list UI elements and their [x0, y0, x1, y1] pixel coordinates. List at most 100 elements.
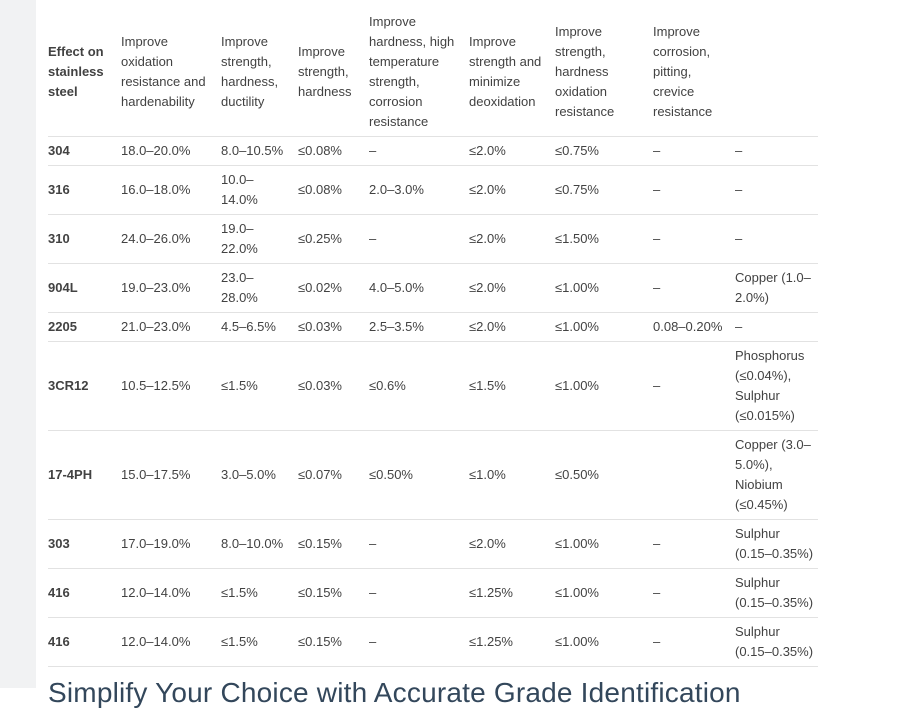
table-header-row: Effect on stainless steel Improve oxidati… [48, 8, 818, 137]
table-cell: – [653, 214, 735, 264]
table-cell: – [369, 568, 469, 618]
table-cell: 24.0–26.0% [121, 214, 221, 264]
table-cell: ≤0.07% [298, 430, 369, 520]
table-row: 904L 19.0–23.0% 23.0–28.0% ≤0.02% 4.0–5.0% ≤2… [48, 263, 818, 313]
grade-row-label: 303 [48, 519, 121, 569]
table-cell: ≤1.25% [469, 568, 555, 618]
table-cell: ≤0.08% [298, 165, 369, 215]
grade-row-label: 416 [48, 617, 121, 667]
grade-row-label: 304 [48, 136, 121, 166]
grade-row-label: 416 [48, 568, 121, 618]
grade-row-label: 904L [48, 263, 121, 313]
table-cell: ≤1.00% [555, 263, 653, 313]
grade-row-label: 17-4PH [48, 430, 121, 520]
table-cell: ≤2.0% [469, 214, 555, 264]
grade-row-label: 2205 [48, 312, 121, 342]
table-cell: 23.0–28.0% [221, 263, 298, 313]
column-header: Improve strength, hardness oxidation res… [555, 8, 653, 137]
table-cell: – [653, 617, 735, 667]
table-cell: ≤1.00% [555, 617, 653, 667]
table-row: 310 24.0–26.0% 19.0–22.0% ≤0.25% – ≤2.0% ≤1.50… [48, 214, 818, 264]
table-row: 416 12.0–14.0% ≤1.5% ≤0.15% – ≤1.25% ≤1.00% – Su… [48, 568, 818, 618]
table-cell: ≤0.75% [555, 165, 653, 215]
table-cell: – [653, 519, 735, 569]
table-cell: ≤2.0% [469, 263, 555, 313]
table-cell: 8.0–10.0% [221, 519, 298, 569]
table-cell: Copper (3.0–5.0%), Niobium (≤0.45%) [735, 430, 818, 520]
table-cell: ≤0.03% [298, 341, 369, 431]
table-cell: – [369, 519, 469, 569]
table-cell: ≤0.15% [298, 568, 369, 618]
table-cell: ≤0.03% [298, 312, 369, 342]
table-cell: ≤0.75% [555, 136, 653, 166]
table-cell: – [369, 136, 469, 166]
table-cell: 3.0–5.0% [221, 430, 298, 520]
table-cell: 4.5–6.5% [221, 312, 298, 342]
table-row: 2205 21.0–23.0% 4.5–6.5% ≤0.03% 2.5–3.5% ≤2.0… [48, 312, 818, 342]
table-cell: 2.5–3.5% [369, 312, 469, 342]
table-row: 316 16.0–18.0% 10.0–14.0% ≤0.08% 2.0–3.0% ≤2.… [48, 165, 818, 215]
table-row: 303 17.0–19.0% 8.0–10.0% ≤0.15% – ≤2.0% ≤1.00%… [48, 519, 818, 569]
table-cell: ≤0.50% [369, 430, 469, 520]
table-row: 304 18.0–20.0% 8.0–10.5% ≤0.08% – ≤2.0% ≤0.75%… [48, 136, 818, 166]
grade-row-label: 3CR12 [48, 341, 121, 431]
table-cell: ≤1.00% [555, 519, 653, 569]
column-header: Improve oxidation resistance and hardena… [121, 8, 221, 137]
table-cell: – [369, 214, 469, 264]
page-left-gutter [0, 0, 36, 688]
table-cell [653, 430, 735, 520]
grade-row-label: 310 [48, 214, 121, 264]
table-row: 416 12.0–14.0% ≤1.5% ≤0.15% – ≤1.25% ≤1.00% – Su… [48, 617, 818, 667]
table-cell: ≤1.00% [555, 341, 653, 431]
table-cell: 8.0–10.5% [221, 136, 298, 166]
table-cell: Copper (1.0–2.0%) [735, 263, 818, 313]
column-header: Improve strength, hardness, ductility [221, 8, 298, 137]
table-cell: ≤0.6% [369, 341, 469, 431]
column-header: Improve strength and minimize deoxidatio… [469, 8, 555, 137]
table-cell: ≤0.08% [298, 136, 369, 166]
table-cell: ≤0.25% [298, 214, 369, 264]
table-cell: – [653, 136, 735, 166]
table-cell: – [653, 165, 735, 215]
table-cell: – [735, 165, 818, 215]
table-cell: ≤1.00% [555, 312, 653, 342]
table-cell: 2.0–3.0% [369, 165, 469, 215]
table-cell: ≤1.5% [221, 617, 298, 667]
table-cell: ≤1.5% [221, 568, 298, 618]
table-cell: 12.0–14.0% [121, 568, 221, 618]
table-cell: ≤0.15% [298, 519, 369, 569]
table-cell: 0.08–0.20% [653, 312, 735, 342]
table-cell: ≤0.15% [298, 617, 369, 667]
table-row: 17-4PH 15.0–17.5% 3.0–5.0% ≤0.07% ≤0.50% ≤1.0… [48, 430, 818, 520]
table-cell: 12.0–14.0% [121, 617, 221, 667]
table-row: 3CR12 10.5–12.5% ≤1.5% ≤0.03% ≤0.6% ≤1.5% ≤1.0… [48, 341, 818, 431]
table-cell: – [735, 136, 818, 166]
table-cell: ≤1.00% [555, 568, 653, 618]
table-cell: 4.0–5.0% [369, 263, 469, 313]
table-cell: – [735, 312, 818, 342]
table-cell: ≤0.02% [298, 263, 369, 313]
table-cell: ≤1.25% [469, 617, 555, 667]
grade-row-label: 316 [48, 165, 121, 215]
table-cell: ≤1.0% [469, 430, 555, 520]
table-cell: ≤0.50% [555, 430, 653, 520]
effect-corner-header: Effect on stainless steel [48, 8, 121, 137]
table-cell: Sulphur (0.15–0.35%) [735, 519, 818, 569]
stainless-steel-grades-table: Effect on stainless steel Improve oxidati… [48, 8, 818, 667]
column-header [735, 8, 818, 137]
table-cell: – [735, 214, 818, 264]
table-cell: Sulphur (0.15–0.35%) [735, 617, 818, 667]
table-cell: 21.0–23.0% [121, 312, 221, 342]
table-cell: 18.0–20.0% [121, 136, 221, 166]
column-header: Improve corrosion, pitting, crevice resi… [653, 8, 735, 137]
table-cell: 10.5–12.5% [121, 341, 221, 431]
table-cell: Phosphorus (≤0.04%), Sulphur (≤0.015%) [735, 341, 818, 431]
table-cell: Sulphur (0.15–0.35%) [735, 568, 818, 618]
table-cell: – [653, 263, 735, 313]
table-cell: ≤1.5% [469, 341, 555, 431]
table-cell: ≤2.0% [469, 519, 555, 569]
table-cell: ≤2.0% [469, 136, 555, 166]
table-cell: 15.0–17.5% [121, 430, 221, 520]
table-cell: 16.0–18.0% [121, 165, 221, 215]
table-cell: ≤1.5% [221, 341, 298, 431]
